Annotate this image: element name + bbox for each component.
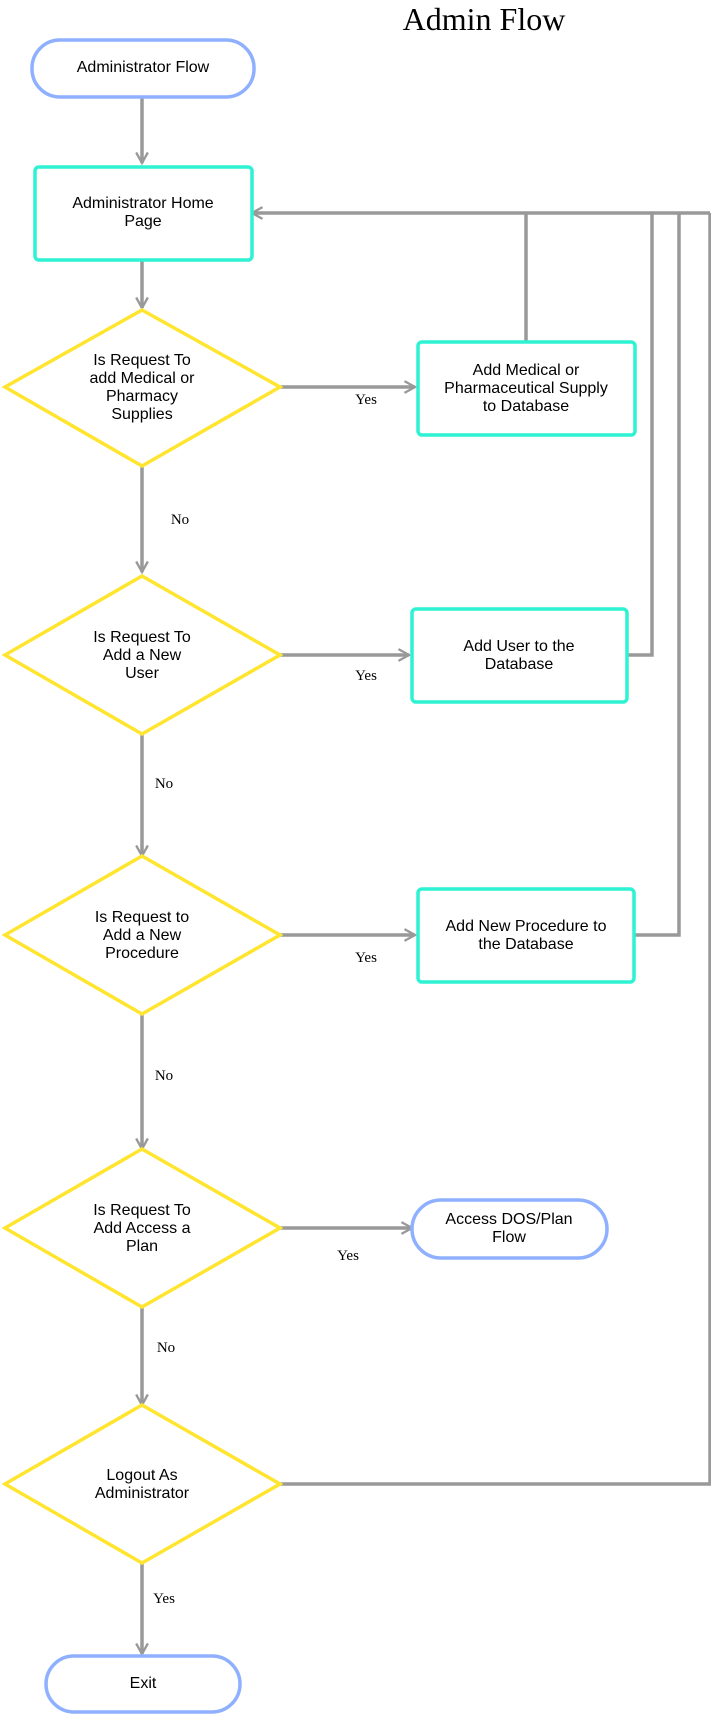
edge-label-no: No: [157, 1340, 175, 1356]
edge-label-yes: Yes: [153, 1591, 175, 1607]
node-label-line: Supplies: [111, 406, 172, 423]
node-label-line: Administrator Home: [72, 195, 213, 212]
edge-label-yes: Yes: [337, 1248, 359, 1264]
edge-labels: Yes No Yes No Yes No Yes No Yes: [153, 392, 377, 1607]
node-label-line: Add New Procedure to: [446, 918, 607, 935]
edge-label-no: No: [171, 512, 189, 528]
edge-label-no: No: [155, 776, 173, 792]
edge-user-return: [627, 213, 654, 657]
node-label-line: Procedure: [105, 945, 179, 962]
node-label-line: Is Request To: [93, 629, 191, 646]
node-label-line: the Database: [478, 936, 573, 953]
start-terminal: Administrator Flow: [30, 38, 256, 99]
node-label-line: User: [125, 665, 159, 682]
exit-terminal: Exit: [44, 1654, 242, 1714]
node-label-line: Flow: [492, 1229, 526, 1246]
diagram-title: Admin Flow: [403, 1, 566, 37]
node-label-line: Exit: [130, 1675, 157, 1692]
edge-procedure-return: [634, 213, 681, 937]
node-label-line: Page: [124, 213, 161, 230]
node-label-line: Administrator Flow: [77, 59, 210, 76]
node-label-line: Pharmacy: [106, 388, 178, 405]
node-label-line: Pharmaceutical Supply: [444, 380, 608, 397]
node-label-line: Add Medical or: [473, 362, 580, 379]
node-label-line: add Medical or: [90, 370, 196, 387]
edge-label-no: No: [155, 1068, 173, 1084]
node-label-line: Is Request To: [93, 352, 191, 369]
node-label-line: Add Access a: [94, 1220, 191, 1237]
node-label-line: Add a New: [103, 927, 182, 944]
node-label-line: to Database: [483, 398, 569, 415]
edge-label-yes: Yes: [355, 392, 377, 408]
connectors: [142, 97, 711, 1654]
node-label-line: Administrator: [95, 1485, 190, 1502]
edge-logout-return: [280, 213, 711, 1486]
node-label-line: Plan: [126, 1238, 158, 1255]
node-label-line: Add User to the: [463, 638, 574, 655]
node-label-line: Database: [485, 656, 554, 673]
edge-label-yes: Yes: [355, 950, 377, 966]
node-label-line: Add a New: [103, 647, 182, 664]
node-label-line: Is Request To: [93, 1202, 191, 1219]
edge-label-yes: Yes: [355, 668, 377, 684]
node-label-line: Logout As: [106, 1467, 177, 1484]
node-label-line: Access DOS/Plan: [445, 1211, 572, 1228]
node-label-line: Is Request to: [95, 909, 189, 926]
